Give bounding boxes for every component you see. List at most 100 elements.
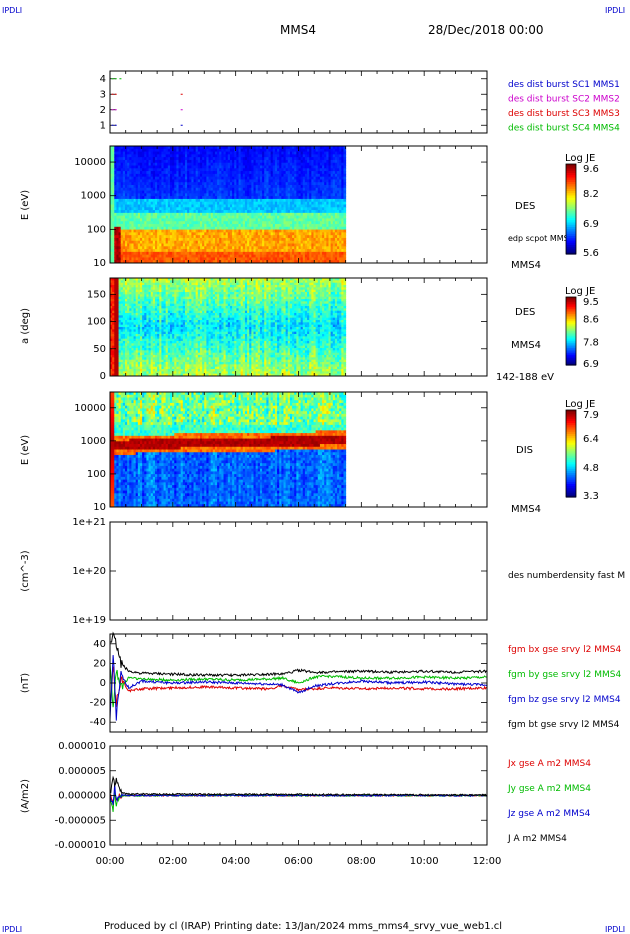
des-energy-cell xyxy=(131,207,135,211)
des-energy-cell xyxy=(144,246,147,250)
des-energy-cell xyxy=(332,212,336,217)
des-energy-cell xyxy=(315,249,319,253)
des-energy-cell xyxy=(232,159,235,164)
des-energy-cell xyxy=(337,179,340,183)
des-energy-cell xyxy=(167,173,171,178)
des-energy-cell xyxy=(122,190,126,194)
des-energy-cell xyxy=(137,218,141,222)
des-energy-cell xyxy=(339,210,342,214)
des-energy-cell xyxy=(152,204,156,208)
des-energy-cell xyxy=(283,157,287,161)
des-energy-cell xyxy=(167,187,171,192)
des-energy-cell xyxy=(167,251,171,256)
des-energy-cell xyxy=(114,157,117,161)
des-energy-cell xyxy=(315,232,319,236)
des-energy-cell xyxy=(229,154,233,158)
des-energy-cell xyxy=(180,243,184,247)
des-energy-cell xyxy=(127,226,130,231)
des-energy-cell xyxy=(191,235,195,239)
des-energy-cell xyxy=(285,162,289,166)
des-energy-cell xyxy=(176,193,180,197)
des-energy-cell xyxy=(150,148,154,153)
des-energy-cell xyxy=(262,232,265,236)
des-energy-cell xyxy=(114,173,117,178)
des-energy-cell xyxy=(334,168,338,172)
des-energy-cell xyxy=(227,179,231,183)
des-energy-cell xyxy=(150,185,154,189)
des-energy-cell xyxy=(116,218,120,222)
des-energy-cell xyxy=(154,157,158,161)
des-energy-cell xyxy=(202,182,205,186)
des-energy-cell xyxy=(255,249,259,253)
des-energy-cell xyxy=(120,221,124,225)
des-energy-cell xyxy=(279,176,282,180)
des-energy-cell xyxy=(208,232,212,236)
des-energy-cell xyxy=(152,235,156,239)
des-energy-cell xyxy=(289,159,293,164)
des-energy-cell xyxy=(184,168,188,172)
des-energy-cell xyxy=(206,221,210,225)
des-pitch-cell xyxy=(112,285,115,288)
des-energy-cell xyxy=(264,246,267,250)
des-energy-cell xyxy=(268,246,272,250)
des-energy-cell xyxy=(274,249,278,253)
des-energy-cell xyxy=(292,179,295,183)
des-energy-cell xyxy=(324,190,327,194)
des-energy-cell xyxy=(137,221,141,225)
des-energy-cell xyxy=(172,171,175,175)
des-energy-cell xyxy=(300,148,304,153)
des-energy-cell xyxy=(296,215,299,219)
des-energy-cell xyxy=(212,151,216,155)
des-energy-cell xyxy=(157,176,160,180)
des-energy-cell xyxy=(274,204,278,208)
des-energy-cell xyxy=(317,254,321,258)
des-energy-cell xyxy=(163,210,167,214)
des-energy-cell xyxy=(172,215,175,219)
des-energy-cell xyxy=(150,207,154,211)
des-energy-cell xyxy=(223,148,227,153)
des-energy-cell xyxy=(313,168,317,172)
des-energy-cell xyxy=(277,257,280,261)
des-energy-cell xyxy=(330,218,334,222)
des-energy-cell xyxy=(208,243,212,247)
des-energy-cell xyxy=(313,201,317,205)
des-energy-colorbar-swatch xyxy=(566,193,576,197)
des-energy-cell xyxy=(133,243,137,247)
des-energy-cell xyxy=(232,165,235,169)
des-energy-cell xyxy=(283,237,287,242)
des-energy-cell xyxy=(187,193,190,197)
des-energy-cell xyxy=(137,232,141,236)
des-energy-cell xyxy=(339,229,342,233)
des-energy-cell xyxy=(234,249,237,253)
des-energy-cell xyxy=(135,151,139,155)
des-energy-cell xyxy=(178,182,182,186)
des-energy-cell xyxy=(210,257,214,261)
des-energy-cell xyxy=(157,190,160,194)
des-energy-cell xyxy=(292,212,295,217)
des-energy-cell xyxy=(322,201,325,205)
des-energy-cell xyxy=(157,198,160,203)
des-energy-cell xyxy=(309,212,312,217)
des-energy-cell xyxy=(110,237,113,242)
des-energy-cell xyxy=(214,237,218,242)
des-energy-cell xyxy=(176,224,180,228)
des-energy-cell xyxy=(328,187,332,192)
des-energy-cell xyxy=(217,154,220,158)
des-energy-cell xyxy=(234,168,237,172)
des-energy-cell xyxy=(129,249,132,253)
des-energy-cell xyxy=(266,226,270,231)
des-energy-cell xyxy=(212,207,216,211)
des-energy-cell xyxy=(268,151,272,155)
des-energy-cell xyxy=(337,151,340,155)
des-energy-cell xyxy=(249,196,252,200)
des-energy-cell xyxy=(319,232,323,236)
des-energy-cell xyxy=(225,171,229,175)
des-energy-cell xyxy=(240,151,244,155)
des-pitch-cell xyxy=(112,345,115,349)
des-energy-cell xyxy=(287,207,291,211)
des-energy-cell xyxy=(236,171,240,175)
des-energy-cell xyxy=(296,207,299,211)
des-energy-cell xyxy=(253,185,257,189)
des-energy-cell xyxy=(118,185,122,189)
des-energy-cell xyxy=(343,157,347,161)
